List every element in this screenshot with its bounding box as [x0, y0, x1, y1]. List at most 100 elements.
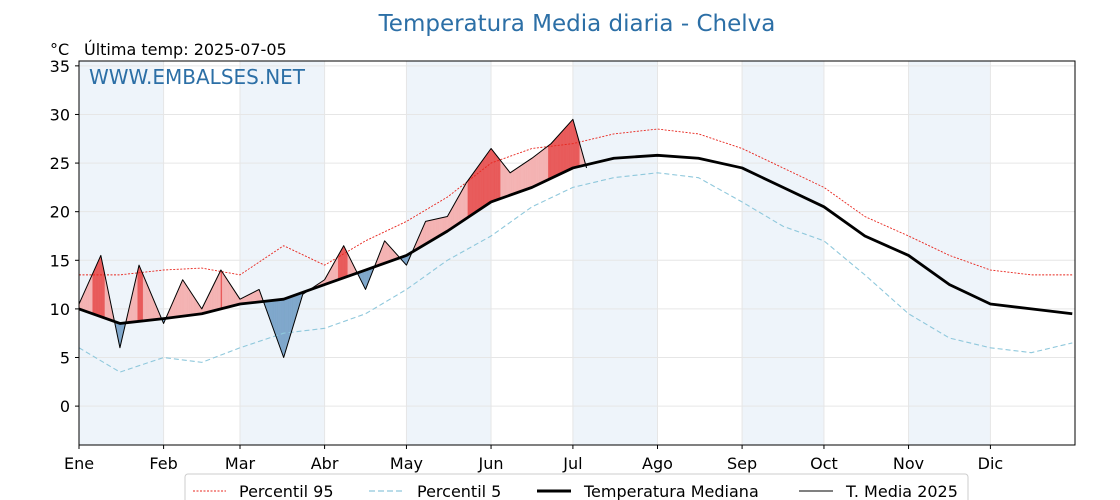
anomaly-fill [140, 268, 142, 322]
anomaly-fill [256, 289, 258, 303]
x-tick-label: Ago [642, 454, 673, 473]
anomaly-fill [338, 252, 340, 281]
y-tick-label: 15 [50, 251, 70, 270]
anomaly-fill [257, 289, 260, 303]
anomaly-fill [559, 132, 561, 175]
x-tick-label: Jun [478, 454, 504, 473]
series-current-line [78, 118, 588, 359]
anomaly-fill [534, 154, 537, 187]
anomaly-fill [187, 287, 190, 316]
anomaly-fill [216, 275, 219, 311]
y-tick-label: 5 [60, 349, 70, 368]
y-tick-label: 20 [50, 203, 70, 222]
anomaly-fill [138, 265, 141, 322]
anomaly-fill [554, 137, 557, 177]
anomaly-fill [389, 246, 392, 262]
anomaly-fill [275, 299, 278, 339]
anomaly-fill [509, 171, 512, 196]
anomaly-fill [215, 278, 218, 311]
anomaly-fill [437, 218, 440, 238]
anomaly-fill [283, 298, 286, 358]
anomaly-fill [523, 162, 526, 191]
anomaly-fill [527, 159, 530, 190]
anomaly-fill [224, 275, 227, 309]
anomaly-fill [89, 276, 92, 314]
anomaly-fill [489, 147, 492, 204]
anomaly-fill [479, 161, 482, 210]
anomaly-fill [231, 286, 234, 307]
anomaly-fill [137, 265, 140, 322]
anomaly-fill [434, 218, 437, 239]
anomaly-fill [508, 170, 511, 196]
anomaly-fill [515, 167, 518, 194]
month-band [742, 61, 824, 445]
anomaly-fill [454, 201, 456, 227]
anomaly-fill [220, 269, 223, 310]
anomaly-fill [85, 285, 88, 313]
anomaly-fill [477, 164, 479, 212]
series-lines [78, 118, 1073, 373]
anomaly-fill [142, 274, 145, 322]
series-p5-line [78, 172, 1073, 373]
anomaly-fill [436, 218, 439, 238]
anomaly-fill [514, 168, 516, 194]
anomaly-fill [535, 153, 538, 186]
anomaly-fill [88, 279, 91, 314]
anomaly-fill [484, 155, 486, 207]
anomaly-fill [546, 145, 549, 181]
anomaly-fill [280, 299, 283, 354]
anomaly-fill [466, 180, 469, 219]
anomaly-fill [469, 176, 471, 217]
anomaly-fill [217, 272, 220, 310]
anomaly-fill [538, 151, 541, 185]
y-tick-label: 35 [50, 57, 70, 76]
anomaly-fill [429, 219, 432, 243]
anomaly-fill [459, 191, 462, 224]
anomaly-fill [388, 244, 391, 263]
legend-label-p95: Percentil 95 [239, 482, 334, 500]
anomaly-fill [273, 299, 276, 335]
anomaly-fill [213, 281, 216, 311]
anomaly-fill [512, 169, 515, 195]
anomaly-fill [471, 172, 474, 216]
x-tick-label: Jul [562, 454, 582, 473]
anomaly-fill [387, 243, 389, 263]
y-tick-label: 0 [60, 397, 70, 416]
anomaly-fill [522, 163, 524, 192]
anomaly-fill [147, 284, 149, 321]
anomaly-fill [384, 240, 387, 264]
anomaly-fill [183, 281, 186, 317]
anomaly-fill [520, 164, 523, 192]
anomaly-fill [385, 241, 388, 264]
anomaly-fill [553, 138, 556, 178]
anomaly-fill [486, 151, 489, 206]
anomaly-fill [430, 219, 433, 242]
anomaly-fill [426, 220, 429, 244]
anomaly-fill [223, 273, 226, 309]
anomaly-fill [428, 220, 430, 243]
anomaly-fill [212, 283, 215, 312]
anomaly-fill [516, 166, 519, 194]
y-tick-label: 25 [50, 154, 70, 173]
unit-label: °C [50, 40, 69, 59]
anomaly-fill [177, 289, 179, 318]
anomaly-fill [524, 161, 527, 191]
anomaly-fill [340, 247, 343, 280]
anomaly-fill [497, 156, 500, 200]
anomaly-fill [462, 186, 464, 222]
anomaly-fill [91, 273, 93, 315]
y-tick-label: 30 [50, 105, 70, 124]
anomaly-fill [252, 291, 254, 303]
anomaly-fill [451, 206, 454, 229]
month-band [572, 61, 658, 445]
anomaly-fill [569, 120, 572, 170]
anomaly-fill [542, 148, 545, 183]
anomaly-fill [545, 146, 548, 182]
series-median-line [78, 153, 1073, 325]
legend-label-current: T. Media 2025 [845, 482, 958, 500]
anomaly-fill [333, 259, 336, 282]
anomaly-fill [346, 251, 348, 278]
last-temp-label: Última temp: 2025-07-05 [84, 40, 287, 59]
anomaly-fill [505, 167, 508, 197]
